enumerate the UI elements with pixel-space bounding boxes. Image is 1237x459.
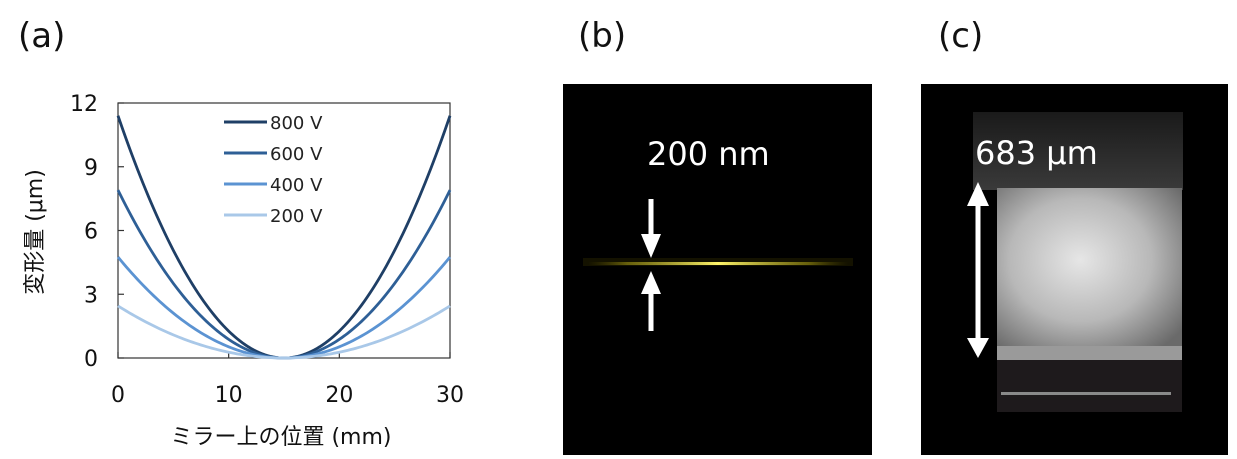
arrow-down-icon [641,199,661,258]
scale-text-b: 200 nm [647,135,770,173]
specimen-top-region [973,112,1183,190]
photo-b-beam-image: 200 nm [563,84,872,455]
legend-label: 200 V [270,206,323,227]
deformation-chart: 0 10 20 30 0 3 6 9 12 800 V 600 V 400 V 200 V ミラー上の… [23,92,464,450]
x-tick-label: 10 [215,383,243,408]
specimen-lower-region [997,360,1182,412]
photo-c-grayscale-image: 683 μm [921,84,1228,455]
legend-label: 800 V [270,113,323,134]
double-arrow-icon [967,182,989,358]
chart-series [116,115,452,360]
y-tick-label: 12 [70,92,98,117]
chart-ticks: 0 10 20 30 0 3 6 9 12 [70,92,464,408]
y-tick-label: 6 [84,220,98,245]
plot-frame [117,102,451,359]
y-tick-label: 0 [84,347,98,372]
specimen-thin-line [1001,392,1171,395]
x-tick-label: 20 [325,383,353,408]
y-axis-label: 変形量 (μm) [23,169,48,295]
specimen-band [997,346,1182,360]
series-line-200v [117,304,451,360]
beam-line [588,262,848,265]
x-tick-label: 0 [111,383,125,408]
panel-label-a: (a) [18,16,66,56]
scale-text-c: 683 μm [975,134,1098,172]
series-line-400v [116,256,452,360]
panel-label-b: (b) [578,16,627,56]
arrow-up-icon [641,271,661,331]
chart-legend: 800 V 600 V 400 V 200 V [224,113,323,227]
x-axis-label: ミラー上の位置 (mm) [170,425,391,450]
specimen-bright-region [997,188,1182,348]
y-tick-label: 3 [84,283,98,308]
y-tick-label: 9 [84,156,98,181]
chart-axes [117,102,451,359]
panel-label-c: (c) [938,16,984,56]
legend-label: 600 V [270,144,323,165]
legend-label: 400 V [270,175,323,196]
x-tick-label: 30 [436,383,464,408]
